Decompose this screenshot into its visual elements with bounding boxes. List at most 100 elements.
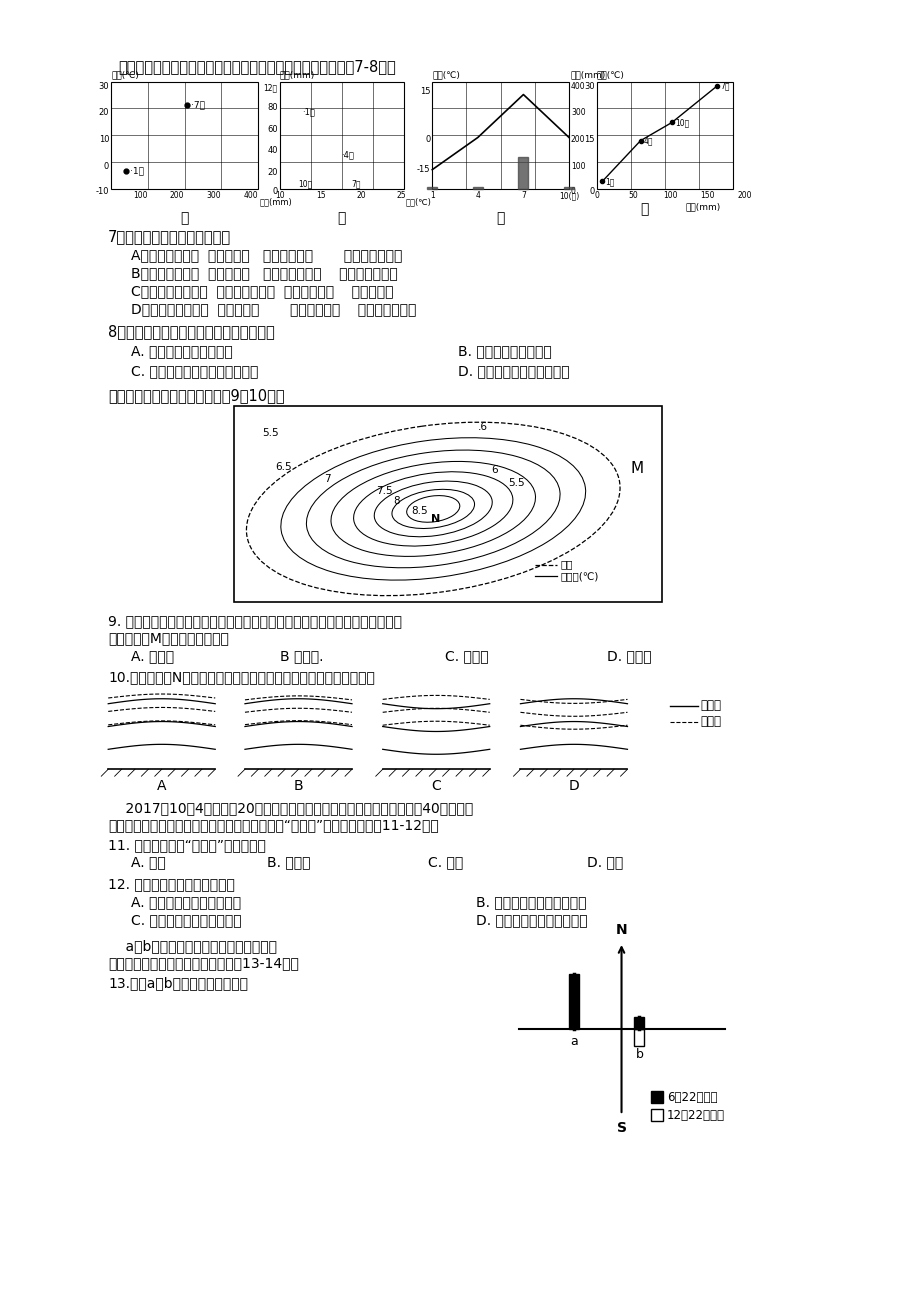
Text: 等温线(℃): 等温线(℃)	[560, 572, 598, 582]
Text: 11. 自太空坠落的“火流星”一般多属于: 11. 自太空坠落的“火流星”一般多属于	[108, 837, 266, 852]
Text: 乙: 乙	[337, 211, 346, 225]
Text: 8.5: 8.5	[411, 506, 427, 516]
Text: S: S	[616, 1121, 626, 1135]
Text: B. 地球轨道和火星轨道之间: B. 地球轨道和火星轨道之间	[475, 896, 585, 909]
Text: 200: 200	[736, 191, 751, 201]
Text: 200: 200	[170, 191, 184, 201]
Text: a、b两城夏至日和冬至日正午旗杆（等: a、b两城夏至日和冬至日正午旗杆（等	[108, 939, 277, 953]
Text: 9. 热岛效应形成了市、郊之间的热岛环流，称为城市风系，在近地面的风又称: 9. 热岛效应形成了市、郊之间的热岛环流，称为城市风系，在近地面的风又称	[108, 615, 402, 629]
Text: 0: 0	[589, 186, 594, 195]
Text: D: D	[568, 779, 579, 793]
Text: 10: 10	[98, 135, 109, 145]
Text: C. 乙地，大陆性气候特征最突出: C. 乙地，大陆性气候特征最突出	[130, 363, 258, 378]
Bar	[432, 82, 568, 189]
Text: 等压面: 等压面	[700, 715, 721, 728]
Text: a: a	[570, 1035, 577, 1048]
Text: 6.5: 6.5	[276, 462, 292, 473]
Text: 0: 0	[104, 163, 109, 171]
Text: A. 火星轨道和木星轨道之间: A. 火星轨道和木星轨道之间	[130, 896, 241, 909]
Text: 读合肥的城市热岛示意图，完成9～10题。: 读合肥的城市热岛示意图，完成9～10题。	[108, 388, 285, 402]
Text: 0: 0	[272, 186, 278, 195]
Text: 15: 15	[584, 135, 594, 145]
Bar	[472, 186, 482, 189]
Text: 降水(mm): 降水(mm)	[685, 202, 720, 211]
Bar	[596, 82, 732, 189]
Text: 7.5: 7.5	[375, 486, 392, 496]
Text: 10.能正确表示N地近地面在垂直方向上等温面与等压面关系的图示是: 10.能正确表示N地近地面在垂直方向上等温面与等压面关系的图示是	[108, 669, 375, 684]
Text: 丙: 丙	[496, 211, 505, 225]
Text: 60: 60	[267, 125, 278, 134]
Text: 1月: 1月	[605, 177, 614, 186]
Text: 12月22日影长: 12月22日影长	[666, 1108, 724, 1121]
Text: D. 金星轨道和地球轨道之间: D. 金星轨道和地球轨道之间	[475, 913, 587, 927]
Text: b: b	[635, 1048, 642, 1061]
Text: 甲: 甲	[180, 211, 188, 225]
Text: 20: 20	[98, 108, 109, 117]
Text: 15: 15	[315, 191, 325, 201]
Text: N: N	[430, 514, 439, 523]
Text: 40: 40	[267, 146, 278, 155]
Text: ·1月: ·1月	[130, 167, 143, 176]
Text: 7: 7	[520, 191, 526, 201]
Text: 德钒县上空，后经证实，这是一枚自太空坠落的“火流星”。据此完成下兡11-12题。: 德钒县上空，后经证实，这是一枚自太空坠落的“火流星”。据此完成下兡11-12题。	[108, 818, 438, 832]
Text: 7月: 7月	[720, 82, 729, 90]
Text: 7月: 7月	[351, 180, 360, 189]
Bar	[426, 187, 437, 189]
Bar	[568, 974, 578, 1029]
Text: 0: 0	[425, 135, 430, 145]
Text: 100: 100	[133, 191, 148, 201]
Text: D. 卫星: D. 卫星	[586, 855, 622, 870]
Text: 4: 4	[475, 191, 480, 201]
Text: -15: -15	[416, 165, 430, 174]
Text: 丁: 丁	[640, 202, 648, 216]
Text: 10: 10	[275, 191, 284, 201]
Text: M: M	[630, 461, 643, 477]
Text: 50: 50	[628, 191, 638, 201]
Text: C、温带大陆性气候  亚热带季风气候  温带季风气候    地中海气候: C、温带大陆性气候 亚热带季风气候 温带季风气候 地中海气候	[130, 284, 393, 298]
Text: 100: 100	[571, 163, 584, 171]
Text: 200: 200	[571, 135, 584, 145]
Bar	[651, 1091, 663, 1103]
Text: 气温(℃): 气温(℃)	[111, 70, 139, 79]
Text: D、温带大陆性气候  地中海气候       温带季风气候    亚热带季风气候: D、温带大陆性气候 地中海气候 温带季风气候 亚热带季风气候	[130, 302, 416, 316]
Text: 8、关于四地气候特征的叙述中，正确的是: 8、关于四地气候特征的叙述中，正确的是	[108, 324, 275, 339]
Text: 为乡村风。M地乡村风的风向是: 为乡村风。M地乡村风的风向是	[108, 631, 229, 644]
Text: 气温(℃): 气温(℃)	[596, 70, 624, 79]
Text: 降水(mm): 降水(mm)	[279, 70, 314, 79]
Text: 市界: 市界	[560, 560, 572, 569]
Text: C. 恒星: C. 恒星	[428, 855, 463, 870]
Text: C. 西南风: C. 西南风	[445, 648, 488, 663]
Text: A: A	[157, 779, 166, 793]
Text: 30: 30	[98, 82, 109, 91]
Text: A. 东北风: A. 东北风	[130, 648, 174, 663]
Text: 0: 0	[594, 191, 598, 201]
Text: A、温带季风气候  地中海气候   温带季风气候       亚热带季风气候: A、温带季风气候 地中海气候 温带季风气候 亚热带季风气候	[130, 249, 402, 263]
Text: 6: 6	[491, 465, 497, 475]
Bar	[651, 1109, 663, 1121]
Text: 13.关于a、b两城的说法正确的是: 13.关于a、b两城的说法正确的是	[108, 976, 248, 990]
Text: 80: 80	[267, 103, 278, 112]
Bar	[563, 186, 573, 189]
Text: A. 行星: A. 行星	[130, 855, 165, 870]
Text: C: C	[431, 779, 440, 793]
Text: .6: .6	[478, 422, 488, 432]
Text: ·1月: ·1月	[301, 107, 314, 116]
Text: 5.5: 5.5	[507, 478, 524, 488]
Text: 0: 0	[571, 186, 575, 195]
Text: 20: 20	[267, 168, 278, 177]
Text: 10月: 10月	[298, 180, 312, 189]
Text: B: B	[293, 779, 303, 793]
Bar	[233, 406, 662, 603]
Bar	[634, 1017, 643, 1029]
Bar	[518, 158, 528, 189]
Text: 300: 300	[571, 108, 585, 117]
Text: 400: 400	[243, 191, 257, 201]
Text: 4月: 4月	[642, 137, 652, 146]
Text: 25: 25	[396, 191, 405, 201]
Text: B. 小行星: B. 小行星	[267, 855, 310, 870]
Text: 5.5: 5.5	[262, 428, 278, 439]
Text: 降水(mm): 降水(mm)	[571, 70, 606, 79]
Text: 等温面: 等温面	[700, 699, 721, 712]
Text: 7: 7	[323, 474, 331, 484]
Text: 30: 30	[584, 82, 594, 91]
